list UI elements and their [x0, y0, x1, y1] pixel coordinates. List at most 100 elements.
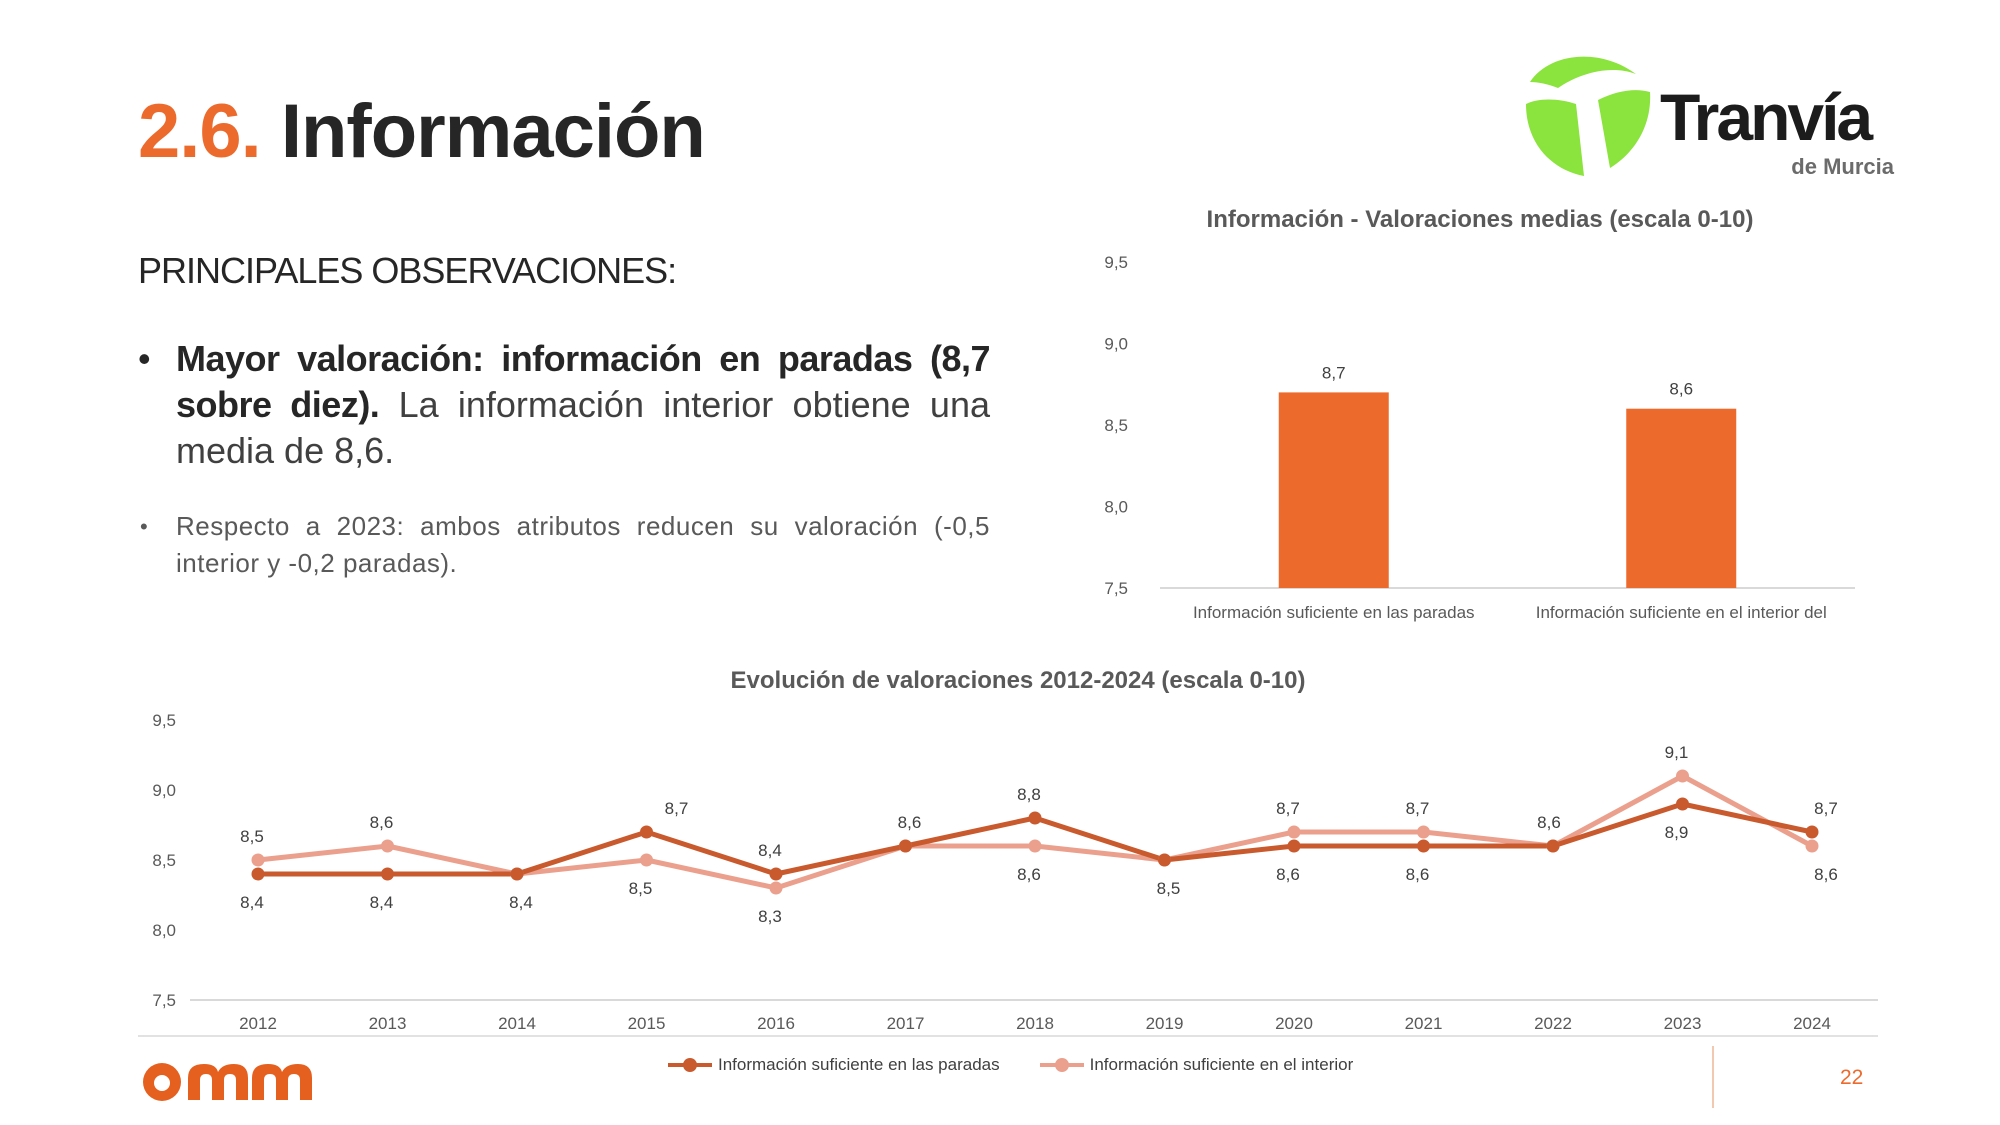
legend-swatch-paradas: [668, 1055, 712, 1075]
footer-divider: [1712, 1046, 1714, 1108]
series-point-paradas: [251, 867, 265, 881]
bar-y-tick: 9,0: [1104, 335, 1128, 354]
series-point-interior: [1805, 839, 1819, 853]
series-point-paradas: [1417, 839, 1430, 853]
series-point-interior: [381, 839, 394, 853]
label-paradas: 8,4: [240, 893, 264, 912]
title-number: 2.6.: [138, 89, 262, 174]
legend-item-interior: Información suficiente en el interior: [1039, 1055, 1354, 1075]
bar-chart-title: Información - Valoraciones medias (escal…: [1207, 206, 1754, 233]
label-paradas: 8,8: [1017, 785, 1041, 804]
series-point-interior: [1676, 769, 1689, 783]
series-line-interior: [257, 773, 1814, 891]
observations-heading: PRINCIPALES OBSERVACIONES:: [138, 250, 677, 291]
bullet-main-bold: Mayor valoración: información en paradas…: [176, 338, 991, 425]
series-point-paradas: [640, 825, 653, 839]
tranvia-logo-sub: de Murcia: [1791, 154, 1894, 179]
label-interior: 8,4: [509, 893, 533, 912]
line-y-tick: 9,5: [152, 711, 176, 730]
label-interior: 8,6: [370, 813, 394, 832]
label-interior: 8,5: [1157, 879, 1181, 898]
bullet-secondary-text: Respecto a 2023: ambos atributos reducen…: [176, 511, 990, 578]
line-y-tick: 7,5: [152, 991, 176, 1010]
series-point-interior: [899, 839, 912, 853]
series-point-interior: [640, 853, 653, 867]
series-line-paradas: [258, 801, 1813, 877]
bar-y-tick: 7,5: [1104, 579, 1128, 598]
tranvia-logo-mark: [1526, 56, 1651, 176]
line-chart-title: Evolución de valoraciones 2012-2024 (esc…: [731, 667, 1306, 694]
bar-category-label: Información suficiente en el interior de…: [1536, 603, 1827, 622]
title-text: Información: [280, 89, 706, 174]
bar-y-tick: 9,5: [1104, 253, 1128, 272]
legend-label-paradas: Información suficiente en las paradas: [718, 1055, 1000, 1074]
series-point-interior: [251, 853, 265, 867]
line-x-tick: 2023: [1664, 1014, 1702, 1033]
series-point-interior: [1158, 853, 1171, 867]
series-point-interior: [1546, 839, 1560, 853]
series-point-paradas: [769, 867, 783, 881]
series-point-interior: [510, 867, 524, 881]
label-paradas: 8,4: [758, 841, 782, 860]
bar-category-label: Información suficiente en las paradas: [1193, 603, 1475, 622]
bar-y-tick: 8,0: [1104, 498, 1128, 517]
line-x-tick: 2021: [1405, 1014, 1443, 1033]
series-point-paradas: [1546, 839, 1560, 853]
bar-value-label: 8,7: [1322, 363, 1346, 382]
line-x-tick: 2019: [1146, 1014, 1184, 1033]
label-paradas: 8,6: [1276, 865, 1300, 884]
bullet-dot: •: [140, 514, 149, 539]
label-interior: 9,1: [1665, 743, 1689, 762]
line-x-tick: 2014: [498, 1014, 536, 1033]
label-paradas: 8,9: [1665, 823, 1689, 842]
legend-swatch-interior: [1039, 1055, 1084, 1075]
label-interior: 8,5: [240, 827, 264, 846]
line-x-tick: 2018: [1016, 1014, 1054, 1033]
series-point-interior: [1287, 825, 1301, 839]
bar: [1278, 392, 1389, 588]
label-paradas: 8,7: [665, 799, 689, 818]
label-interior: 8,6: [1814, 865, 1838, 884]
series-point-interior: [769, 881, 783, 895]
label-interior: 8,6: [1017, 865, 1041, 884]
imm-logo: [143, 1063, 312, 1101]
line-x-tick: 2012: [239, 1014, 277, 1033]
line-y-tick: 9,0: [152, 781, 176, 800]
series-point-interior: [1028, 839, 1042, 853]
series-point-paradas: [1676, 797, 1689, 811]
label-paradas: 8,6: [1406, 865, 1430, 884]
label-interior: 8,5: [629, 879, 653, 898]
tranvia-logo: Tranvía de Murcia: [1518, 44, 1898, 184]
line-x-tick: 2024: [1793, 1014, 1831, 1033]
label-paradas: 8,7: [1814, 799, 1838, 818]
tranvia-logo-word: Tranvía: [1660, 80, 1873, 154]
series-point-paradas: [899, 839, 912, 853]
line-x-tick: 2017: [887, 1014, 925, 1033]
bar: [1626, 408, 1737, 588]
series-point-paradas: [1158, 853, 1171, 867]
label-paradas: 8,4: [370, 893, 394, 912]
bar-value-label: 8,6: [1669, 380, 1693, 399]
line-y-tick: 8,5: [152, 851, 176, 870]
bullet-main: • Mayor valoración: información en parad…: [138, 336, 991, 474]
label-interior: 8,7: [1406, 799, 1430, 818]
bullet-secondary: • Respecto a 2023: ambos atributos reduc…: [138, 508, 990, 582]
series-point-paradas: [1805, 825, 1819, 839]
bullet-dot: •: [138, 338, 151, 379]
label-interior: 8,6: [1537, 813, 1561, 832]
line-x-tick: 2013: [369, 1014, 407, 1033]
series-point-interior: [1417, 825, 1430, 839]
line-x-tick: 2016: [757, 1014, 795, 1033]
series-point-paradas: [381, 867, 394, 881]
legend-item-paradas: Información suficiente en las paradas: [668, 1055, 1000, 1075]
line-y-tick: 8,0: [152, 921, 176, 940]
label-interior: 8,6: [898, 813, 922, 832]
legend-label-interior: Información suficiente en el interior: [1089, 1055, 1354, 1074]
line-x-tick: 2020: [1275, 1014, 1313, 1033]
label-interior: 8,7: [1276, 799, 1300, 818]
bullet-main-rest: La información interior obtiene una medi…: [176, 384, 990, 471]
line-chart-legend: Información suficiente en las paradas In…: [668, 1055, 1353, 1075]
series-point-paradas: [1028, 811, 1042, 825]
line-x-tick: 2015: [628, 1014, 666, 1033]
bar-y-tick: 8,5: [1104, 416, 1128, 435]
